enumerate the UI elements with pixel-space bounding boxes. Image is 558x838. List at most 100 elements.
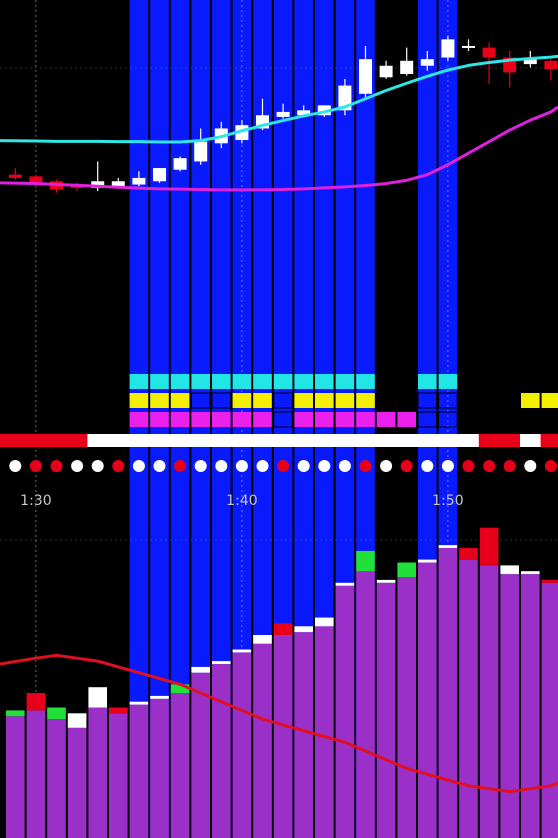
status-dot (421, 460, 434, 472)
status-bar-segment (478, 434, 500, 447)
status-dot (318, 460, 331, 472)
dot-row (9, 460, 557, 472)
candle-body (8, 174, 22, 178)
status-dot (29, 460, 42, 472)
volume-cap (438, 545, 458, 548)
signal-cell (150, 374, 169, 389)
volume-bar (521, 574, 540, 838)
volume-bar (232, 652, 252, 838)
signal-cell (191, 412, 210, 427)
candle-body (523, 59, 537, 65)
volume-bar (150, 698, 169, 838)
candle-body (317, 105, 331, 116)
slow-ma-line (0, 105, 558, 192)
volume-bar (170, 693, 190, 838)
signal-cell (170, 374, 190, 389)
status-bar-segment (334, 434, 356, 447)
status-dot (9, 460, 22, 472)
signal-cell (170, 412, 190, 427)
moving-average-lines (0, 54, 558, 192)
volume-cap (521, 571, 540, 575)
signal-cell-empty (273, 392, 293, 409)
status-dot (235, 460, 248, 472)
signal-cell (170, 393, 190, 408)
x-tick-label: 1:40 (226, 493, 257, 509)
status-bar-segment (417, 434, 439, 447)
status-bar-segment (437, 434, 459, 447)
volume-bar (67, 727, 87, 838)
signal-cell (541, 393, 558, 408)
volume-series (6, 527, 558, 838)
status-bar-segment (252, 434, 274, 447)
status-dot (256, 460, 269, 472)
fast-ma-line (0, 54, 558, 144)
status-bar-segment (108, 434, 130, 447)
volume-bar (26, 710, 46, 838)
volume-cap (47, 707, 66, 720)
volume-bar (212, 664, 231, 838)
volume-bar (541, 582, 558, 838)
status-bar-segment (540, 434, 558, 447)
volume-cap (6, 710, 25, 717)
volume-bar (376, 582, 396, 838)
signal-cell (521, 393, 540, 408)
status-bar-segment (375, 434, 397, 447)
candle-body (111, 181, 125, 187)
signal-cell (294, 412, 313, 427)
signal-cell-empty (417, 411, 438, 428)
volume-bar (418, 562, 437, 838)
signal-cell-empty (438, 392, 458, 409)
volume-bar (479, 565, 499, 838)
volume-bar (294, 632, 313, 838)
volume-cap (253, 635, 272, 644)
candle-body (544, 60, 558, 70)
status-bar-segment (458, 434, 480, 447)
volume-bar (335, 585, 355, 838)
volume-cap (459, 548, 478, 560)
volume-cap (273, 623, 293, 635)
status-bar (0, 434, 558, 447)
status-dot (112, 460, 125, 472)
volume-ma-line (0, 653, 558, 794)
volume-ma-line (0, 653, 558, 794)
signal-cell-empty (273, 411, 293, 428)
signal-rows (129, 374, 558, 428)
status-dot (215, 460, 228, 472)
signal-cell (129, 374, 149, 389)
status-dot (524, 460, 537, 472)
volume-cap (109, 707, 128, 714)
status-bar-segment (66, 434, 88, 447)
signal-cell (356, 412, 375, 427)
signal-cell (335, 412, 355, 427)
signal-cell (294, 374, 313, 389)
signal-cell (335, 374, 355, 389)
volume-cap (129, 701, 149, 705)
volume-cap (315, 617, 334, 627)
status-dot (462, 460, 475, 472)
candle-body (482, 47, 496, 58)
candle-body (400, 60, 414, 74)
volume-cap (397, 562, 416, 577)
status-dot (503, 460, 516, 472)
status-bar-segment (211, 434, 233, 447)
status-bar-segment (169, 434, 191, 447)
candle-body (194, 141, 208, 162)
volume-cap (294, 626, 313, 633)
signal-cell (273, 374, 293, 389)
status-dot (91, 460, 104, 472)
signal-cell (232, 374, 252, 389)
candle-body (441, 39, 455, 58)
status-dot (544, 460, 557, 472)
signal-cell (232, 393, 252, 408)
candle-body (173, 158, 187, 170)
volume-bar (6, 716, 25, 838)
candle-body (359, 59, 372, 94)
volume-cap (500, 565, 519, 575)
volume-bar (109, 713, 128, 838)
volume-bar (500, 574, 519, 838)
status-dot (400, 460, 413, 472)
signal-cell (315, 374, 334, 389)
candle-body (297, 110, 311, 116)
